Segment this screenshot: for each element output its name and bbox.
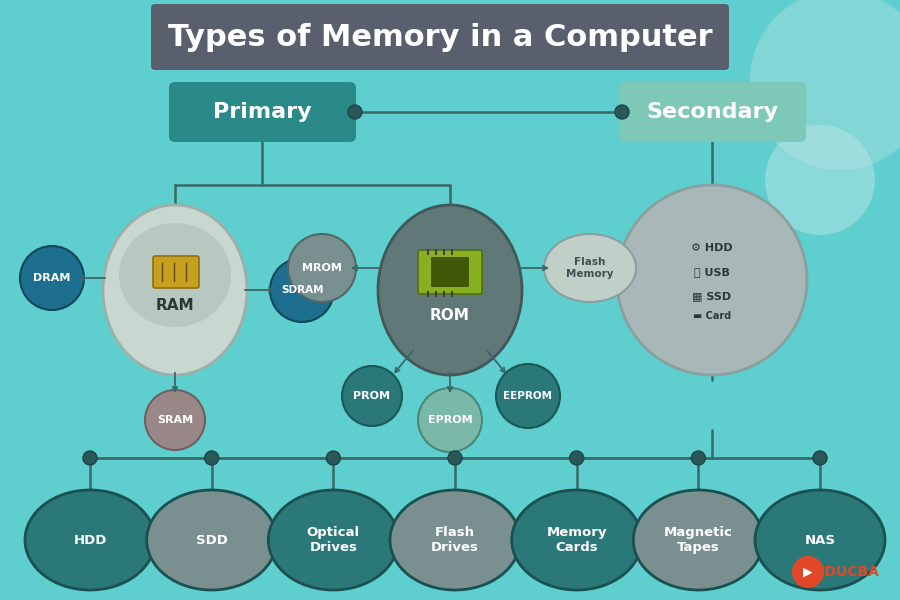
Circle shape [765,125,875,235]
Text: Memory
Cards: Memory Cards [546,526,607,554]
Text: SDD: SDD [195,533,228,547]
Ellipse shape [544,234,636,302]
Circle shape [570,451,584,465]
Text: Magnetic
Tapes: Magnetic Tapes [664,526,733,554]
FancyBboxPatch shape [431,257,469,287]
Circle shape [342,366,402,426]
Text: 📱 USB: 📱 USB [694,267,730,277]
Text: DRAM: DRAM [33,273,71,283]
Circle shape [792,556,824,588]
Ellipse shape [512,490,642,590]
Ellipse shape [119,223,231,327]
Text: EPROM: EPROM [428,415,473,425]
Text: ⚙ HDD: ⚙ HDD [691,243,733,253]
Circle shape [750,0,900,170]
Ellipse shape [390,490,520,590]
Circle shape [83,451,97,465]
Text: Flash
Drives: Flash Drives [431,526,479,554]
Text: ▬ Card: ▬ Card [693,311,731,321]
Circle shape [496,364,560,428]
Text: MROM: MROM [302,263,342,273]
Ellipse shape [25,490,155,590]
FancyBboxPatch shape [418,250,482,294]
Text: Flash
Memory: Flash Memory [566,257,614,279]
Circle shape [418,388,482,452]
Text: PROM: PROM [354,391,391,401]
Ellipse shape [634,490,763,590]
Circle shape [270,258,334,322]
Text: EEPROM: EEPROM [503,391,553,401]
Text: NAS: NAS [805,533,835,547]
Text: ▦ SSD: ▦ SSD [692,291,732,301]
Circle shape [615,105,629,119]
Ellipse shape [378,205,522,375]
Text: ROM: ROM [430,308,470,323]
Circle shape [204,451,219,465]
Circle shape [288,234,356,302]
FancyBboxPatch shape [619,82,806,142]
Circle shape [617,185,807,375]
Text: Secondary: Secondary [646,102,778,122]
Circle shape [691,451,706,465]
Text: ▶: ▶ [803,565,813,578]
Ellipse shape [755,490,885,590]
Text: HDD: HDD [73,533,107,547]
Text: SDRAM: SDRAM [281,285,323,295]
Ellipse shape [268,490,399,590]
Ellipse shape [103,205,247,375]
Circle shape [348,105,362,119]
Text: EDUCBA: EDUCBA [816,565,880,579]
FancyBboxPatch shape [169,82,356,142]
Text: RAM: RAM [156,298,194,313]
Circle shape [20,246,84,310]
Circle shape [327,451,340,465]
FancyBboxPatch shape [153,256,199,288]
Ellipse shape [147,490,276,590]
Circle shape [145,390,205,450]
Circle shape [813,451,827,465]
Text: Primary: Primary [212,102,311,122]
FancyBboxPatch shape [151,4,729,70]
Circle shape [448,451,462,465]
Text: Types of Memory in a Computer: Types of Memory in a Computer [167,22,712,52]
Text: Optical
Drives: Optical Drives [307,526,360,554]
Text: SRAM: SRAM [157,415,194,425]
